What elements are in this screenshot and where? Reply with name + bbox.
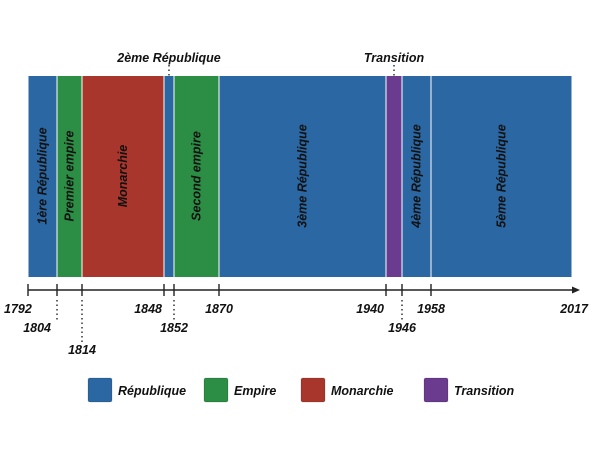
tick-label-9: 2017 — [559, 302, 589, 316]
period-label-2: Monarchie — [116, 145, 130, 208]
tick-label-4: 1852 — [160, 321, 188, 335]
tick-label-5: 1870 — [205, 302, 233, 316]
period-bar-2 — [82, 76, 164, 277]
period-bar-8 — [431, 76, 572, 277]
tick-label-1: 1804 — [23, 321, 51, 335]
time-axis — [28, 286, 580, 294]
legend-label-2: Monarchie — [331, 384, 394, 398]
legend-swatch-2 — [300, 377, 326, 403]
period-label-0: 1ère République — [36, 127, 50, 224]
period-label-6: Transition — [364, 51, 425, 65]
tick-label-2: 1814 — [68, 343, 96, 357]
period-bar-7 — [402, 76, 431, 277]
tick-label-7: 1946 — [388, 321, 417, 335]
period-label-1: Premier empire — [63, 130, 77, 221]
legend-label-3: Transition — [454, 384, 515, 398]
period-label-3: 2ème République — [116, 51, 221, 65]
tick-label-3: 1848 — [134, 302, 162, 316]
period-bar-4 — [174, 76, 219, 277]
period-bar-3 — [164, 76, 174, 277]
legend-label-0: République — [118, 384, 186, 398]
tick-label-0: 1792 — [4, 302, 32, 316]
period-label-4: Second empire — [190, 131, 204, 221]
tick-label-8: 1958 — [417, 302, 445, 316]
legend-swatch-1 — [203, 377, 229, 403]
legend-swatch-3 — [423, 377, 449, 403]
period-bar-5 — [219, 76, 386, 277]
period-labels: 1ère République Premier empire Monarchie 2è… — [36, 51, 509, 229]
period-label-5: 3ème République — [296, 124, 310, 228]
period-bar-6 — [386, 76, 402, 277]
legend-swatch-0 — [87, 377, 113, 403]
period-bars — [28, 76, 572, 277]
legend-label-1: Empire — [234, 384, 276, 398]
period-label-8: 5ème République — [495, 124, 509, 228]
period-bar-1 — [57, 76, 82, 277]
period-bar-0 — [28, 76, 57, 277]
legend: République Empire Monarchie Transition — [87, 377, 515, 403]
period-label-7: 4ème République — [410, 124, 424, 229]
axis-arrow-icon — [572, 286, 580, 294]
tick-label-6: 1940 — [356, 302, 384, 316]
